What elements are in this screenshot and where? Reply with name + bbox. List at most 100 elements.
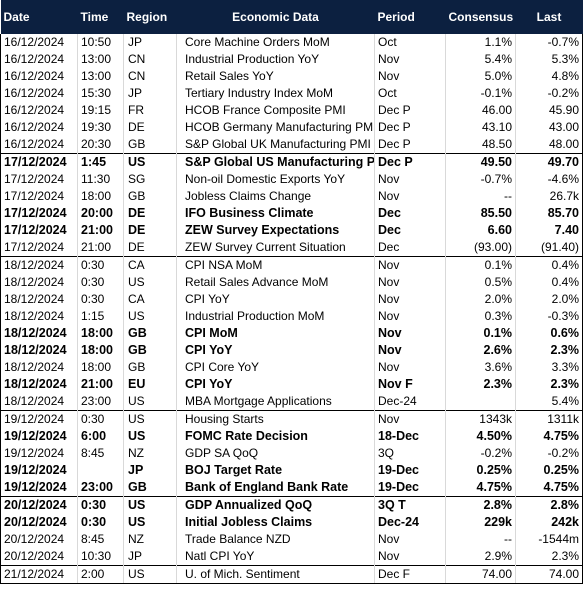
- cell-region: US: [123, 565, 177, 584]
- cell-region: GB: [123, 136, 177, 154]
- table-row: 18/12/2024 18:00 GB CPI MoM Nov 0.1% 0.6%: [0, 325, 583, 342]
- table-row: 19/12/2024 23:00 GB Bank of England Bank Ra…: [0, 479, 583, 497]
- cell-period: Dec: [374, 222, 446, 239]
- cell-consensus: 1.1%: [445, 34, 516, 51]
- table-row: 18/12/2024 0:30 US Retail Sales Advance MoM…: [0, 274, 583, 291]
- cell-period: Nov: [374, 410, 446, 428]
- cell-event: MBA Mortgage Applications: [176, 393, 375, 411]
- cell-last: 2.3%: [515, 376, 583, 393]
- cell-date: 18/12/2024: [0, 359, 78, 376]
- cell-region: US: [123, 496, 177, 514]
- cell-consensus: 2.8%: [445, 496, 516, 514]
- cell-last: 242k: [515, 514, 583, 531]
- cell-period: Nov: [374, 171, 446, 188]
- cell-date: 18/12/2024: [0, 308, 78, 325]
- cell-region: US: [123, 428, 177, 445]
- table-row: 20/12/2024 0:30 US GDP Annualized QoQ 3Q T 2.…: [0, 496, 583, 514]
- cell-time: 0:30: [77, 496, 124, 514]
- cell-consensus: 85.50: [445, 205, 516, 222]
- cell-last: 5.3%: [515, 51, 583, 68]
- cell-region: JP: [123, 34, 177, 51]
- cell-time: 23:00: [77, 393, 124, 411]
- cell-last: 43.00: [515, 119, 583, 136]
- cell-last: 3.3%: [515, 359, 583, 376]
- header-region: Region: [123, 0, 177, 34]
- table-row: 17/12/2024 21:00 DE ZEW Survey Current Situ…: [0, 239, 583, 257]
- cell-time: 0:30: [77, 291, 124, 308]
- cell-event: ZEW Survey Current Situation: [176, 239, 375, 257]
- cell-consensus: 6.60: [445, 222, 516, 239]
- cell-consensus: 0.1%: [445, 325, 516, 342]
- cell-consensus: 74.00: [445, 565, 516, 584]
- cell-date: 17/12/2024: [0, 171, 78, 188]
- cell-event: CPI MoM: [176, 325, 375, 342]
- cell-date: 16/12/2024: [0, 68, 78, 85]
- cell-consensus: 5.0%: [445, 68, 516, 85]
- cell-consensus: 1343k: [445, 410, 516, 428]
- cell-period: Nov: [374, 51, 446, 68]
- table-row: 16/12/2024 10:50 JP Core Machine Orders MoM…: [0, 34, 583, 51]
- cell-event: Initial Jobless Claims: [176, 514, 375, 531]
- cell-period: Nov: [374, 68, 446, 85]
- cell-event: Retail Sales YoY: [176, 68, 375, 85]
- cell-region: US: [123, 274, 177, 291]
- cell-time: 0:30: [77, 514, 124, 531]
- cell-event: BOJ Target Rate: [176, 462, 375, 479]
- table-row: 18/12/2024 0:30 CA CPI NSA MoM Nov 0.1% 0.4%: [0, 256, 583, 274]
- cell-consensus: (93.00): [445, 239, 516, 257]
- cell-date: 18/12/2024: [0, 325, 78, 342]
- cell-date: 16/12/2024: [0, 136, 78, 154]
- cell-last: 1311k: [515, 410, 583, 428]
- cell-last: 2.3%: [515, 548, 583, 566]
- cell-event: GDP Annualized QoQ: [176, 496, 375, 514]
- cell-event: CPI YoY: [176, 376, 375, 393]
- cell-time: [77, 462, 124, 479]
- cell-consensus: 43.10: [445, 119, 516, 136]
- cell-date: 20/12/2024: [0, 531, 78, 548]
- table-row: 18/12/2024 1:15 US Industrial Production Mo…: [0, 308, 583, 325]
- cell-date: 17/12/2024: [0, 153, 78, 171]
- cell-region: US: [123, 410, 177, 428]
- cell-region: DE: [123, 222, 177, 239]
- header-date: Date: [0, 0, 78, 34]
- cell-period: Dec P: [374, 153, 446, 171]
- cell-date: 16/12/2024: [0, 51, 78, 68]
- cell-last: 5.4%: [515, 393, 583, 411]
- cell-last: -0.3%: [515, 308, 583, 325]
- cell-region: DE: [123, 239, 177, 257]
- cell-event: U. of Mich. Sentiment: [176, 565, 375, 584]
- cell-region: NZ: [123, 445, 177, 462]
- cell-region: GB: [123, 359, 177, 376]
- cell-period: Oct: [374, 34, 446, 51]
- cell-region: GB: [123, 325, 177, 342]
- calendar-body: 16/12/2024 10:50 JP Core Machine Orders MoM…: [0, 34, 583, 584]
- cell-consensus: 48.50: [445, 136, 516, 154]
- cell-date: 17/12/2024: [0, 188, 78, 205]
- cell-last: 45.90: [515, 102, 583, 119]
- cell-last: (91.40): [515, 239, 583, 257]
- cell-period: Dec F: [374, 565, 446, 584]
- table-row: 18/12/2024 21:00 EU CPI YoY Nov F 2.3% 2.3%: [0, 376, 583, 393]
- header-consensus: Consensus: [445, 0, 516, 34]
- cell-last: 2.0%: [515, 291, 583, 308]
- header-time: Time: [77, 0, 124, 34]
- table-row: 17/12/2024 18:00 GB Jobless Claims Change No…: [0, 188, 583, 205]
- cell-time: 1:15: [77, 308, 124, 325]
- cell-time: 13:00: [77, 51, 124, 68]
- cell-date: 18/12/2024: [0, 274, 78, 291]
- cell-region: JP: [123, 462, 177, 479]
- cell-event: FOMC Rate Decision: [176, 428, 375, 445]
- cell-consensus: 0.1%: [445, 256, 516, 274]
- cell-event: ZEW Survey Expectations: [176, 222, 375, 239]
- cell-time: 19:15: [77, 102, 124, 119]
- cell-date: 19/12/2024: [0, 410, 78, 428]
- cell-consensus: 2.3%: [445, 376, 516, 393]
- cell-region: CA: [123, 291, 177, 308]
- header-row: Date Time Region Economic Data Period Co…: [0, 0, 583, 34]
- cell-event: Jobless Claims Change: [176, 188, 375, 205]
- cell-consensus: 0.5%: [445, 274, 516, 291]
- cell-time: 19:30: [77, 119, 124, 136]
- cell-period: Dec P: [374, 102, 446, 119]
- table-row: 16/12/2024 15:30 JP Tertiary Industry Index…: [0, 85, 583, 102]
- cell-time: 11:30: [77, 171, 124, 188]
